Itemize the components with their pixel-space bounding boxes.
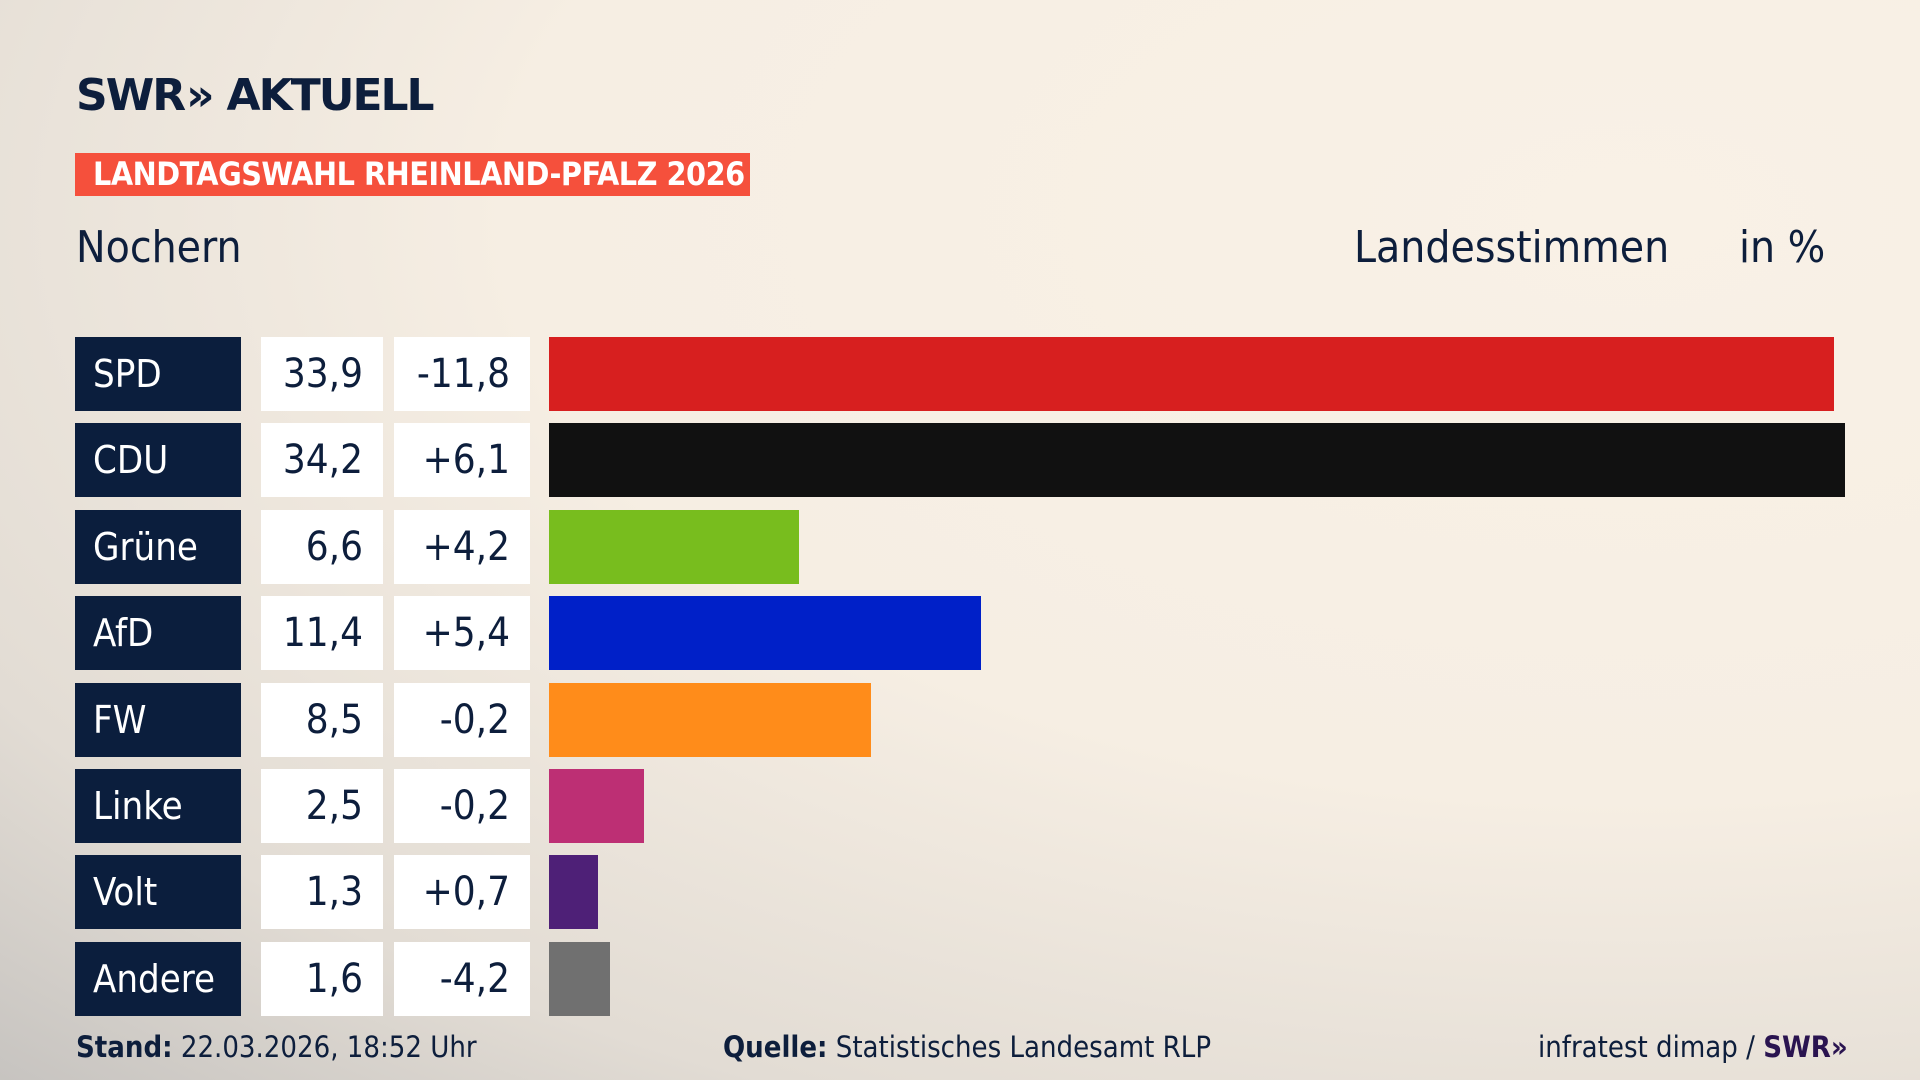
bar-spd bbox=[549, 337, 1834, 411]
bar-linke bbox=[549, 769, 644, 843]
bar-cdu bbox=[549, 423, 1845, 498]
source-value: Statistisches Landesamt RLP bbox=[835, 1030, 1212, 1064]
party-label: Volt bbox=[75, 855, 241, 930]
value-label: 11,4 bbox=[261, 596, 383, 671]
value-label: 1,3 bbox=[261, 855, 383, 930]
logo-swr: SWR bbox=[76, 70, 186, 121]
diff-label: -4,2 bbox=[394, 941, 530, 1016]
party-label: FW bbox=[75, 682, 241, 757]
swr-logo-small: SWR» bbox=[1763, 1030, 1848, 1064]
diff-label: -0,2 bbox=[394, 769, 530, 843]
election-banner: LANDTAGSWAHL RHEINLAND-PFALZ 2026 bbox=[75, 153, 750, 196]
party-label: Andere bbox=[75, 941, 241, 1016]
timestamp: Stand: 22.03.2026, 18:52 Uhr bbox=[76, 1030, 477, 1064]
source-label: Quelle: bbox=[723, 1030, 828, 1064]
value-label: 34,2 bbox=[261, 423, 383, 498]
logo-aktuell: AKTUELL bbox=[226, 70, 435, 121]
bar-fw bbox=[549, 682, 872, 757]
party-label: SPD bbox=[75, 337, 241, 411]
source: Quelle: Statistisches Landesamt RLP bbox=[723, 1030, 1211, 1064]
stand-label: Stand: bbox=[76, 1030, 173, 1064]
party-label: CDU bbox=[75, 423, 241, 498]
bar-volt bbox=[549, 855, 599, 930]
credit: infratest dimap / SWR» bbox=[1538, 1030, 1848, 1064]
value-label: 33,9 bbox=[261, 337, 383, 411]
diff-label: +5,4 bbox=[394, 596, 530, 671]
value-label: 2,5 bbox=[261, 769, 383, 843]
vote-type-label: Landesstimmen bbox=[1354, 222, 1670, 273]
value-label: 1,6 bbox=[261, 941, 383, 1016]
stand-value: 22.03.2026, 18:52 Uhr bbox=[180, 1030, 477, 1064]
diff-label: -0,2 bbox=[394, 682, 530, 757]
diff-label: +0,7 bbox=[394, 855, 530, 930]
unit-label: in % bbox=[1739, 222, 1826, 273]
bar-andere bbox=[549, 941, 610, 1016]
chevrons-icon: » bbox=[186, 70, 214, 121]
party-label: Linke bbox=[75, 769, 241, 843]
place-name: Nochern bbox=[76, 222, 242, 273]
party-label: AfD bbox=[75, 596, 241, 671]
value-label: 8,5 bbox=[261, 682, 383, 757]
swr-aktuell-logo: SWR» AKTUELL bbox=[76, 70, 435, 121]
bar-afd bbox=[549, 596, 981, 671]
party-label: Grüne bbox=[75, 509, 241, 584]
bar-grüne bbox=[549, 509, 800, 584]
diff-label: +6,1 bbox=[394, 423, 530, 498]
diff-label: +4,2 bbox=[394, 509, 530, 584]
diff-label: -11,8 bbox=[394, 337, 530, 411]
credit-text: infratest dimap / bbox=[1538, 1030, 1755, 1064]
value-label: 6,6 bbox=[261, 509, 383, 584]
